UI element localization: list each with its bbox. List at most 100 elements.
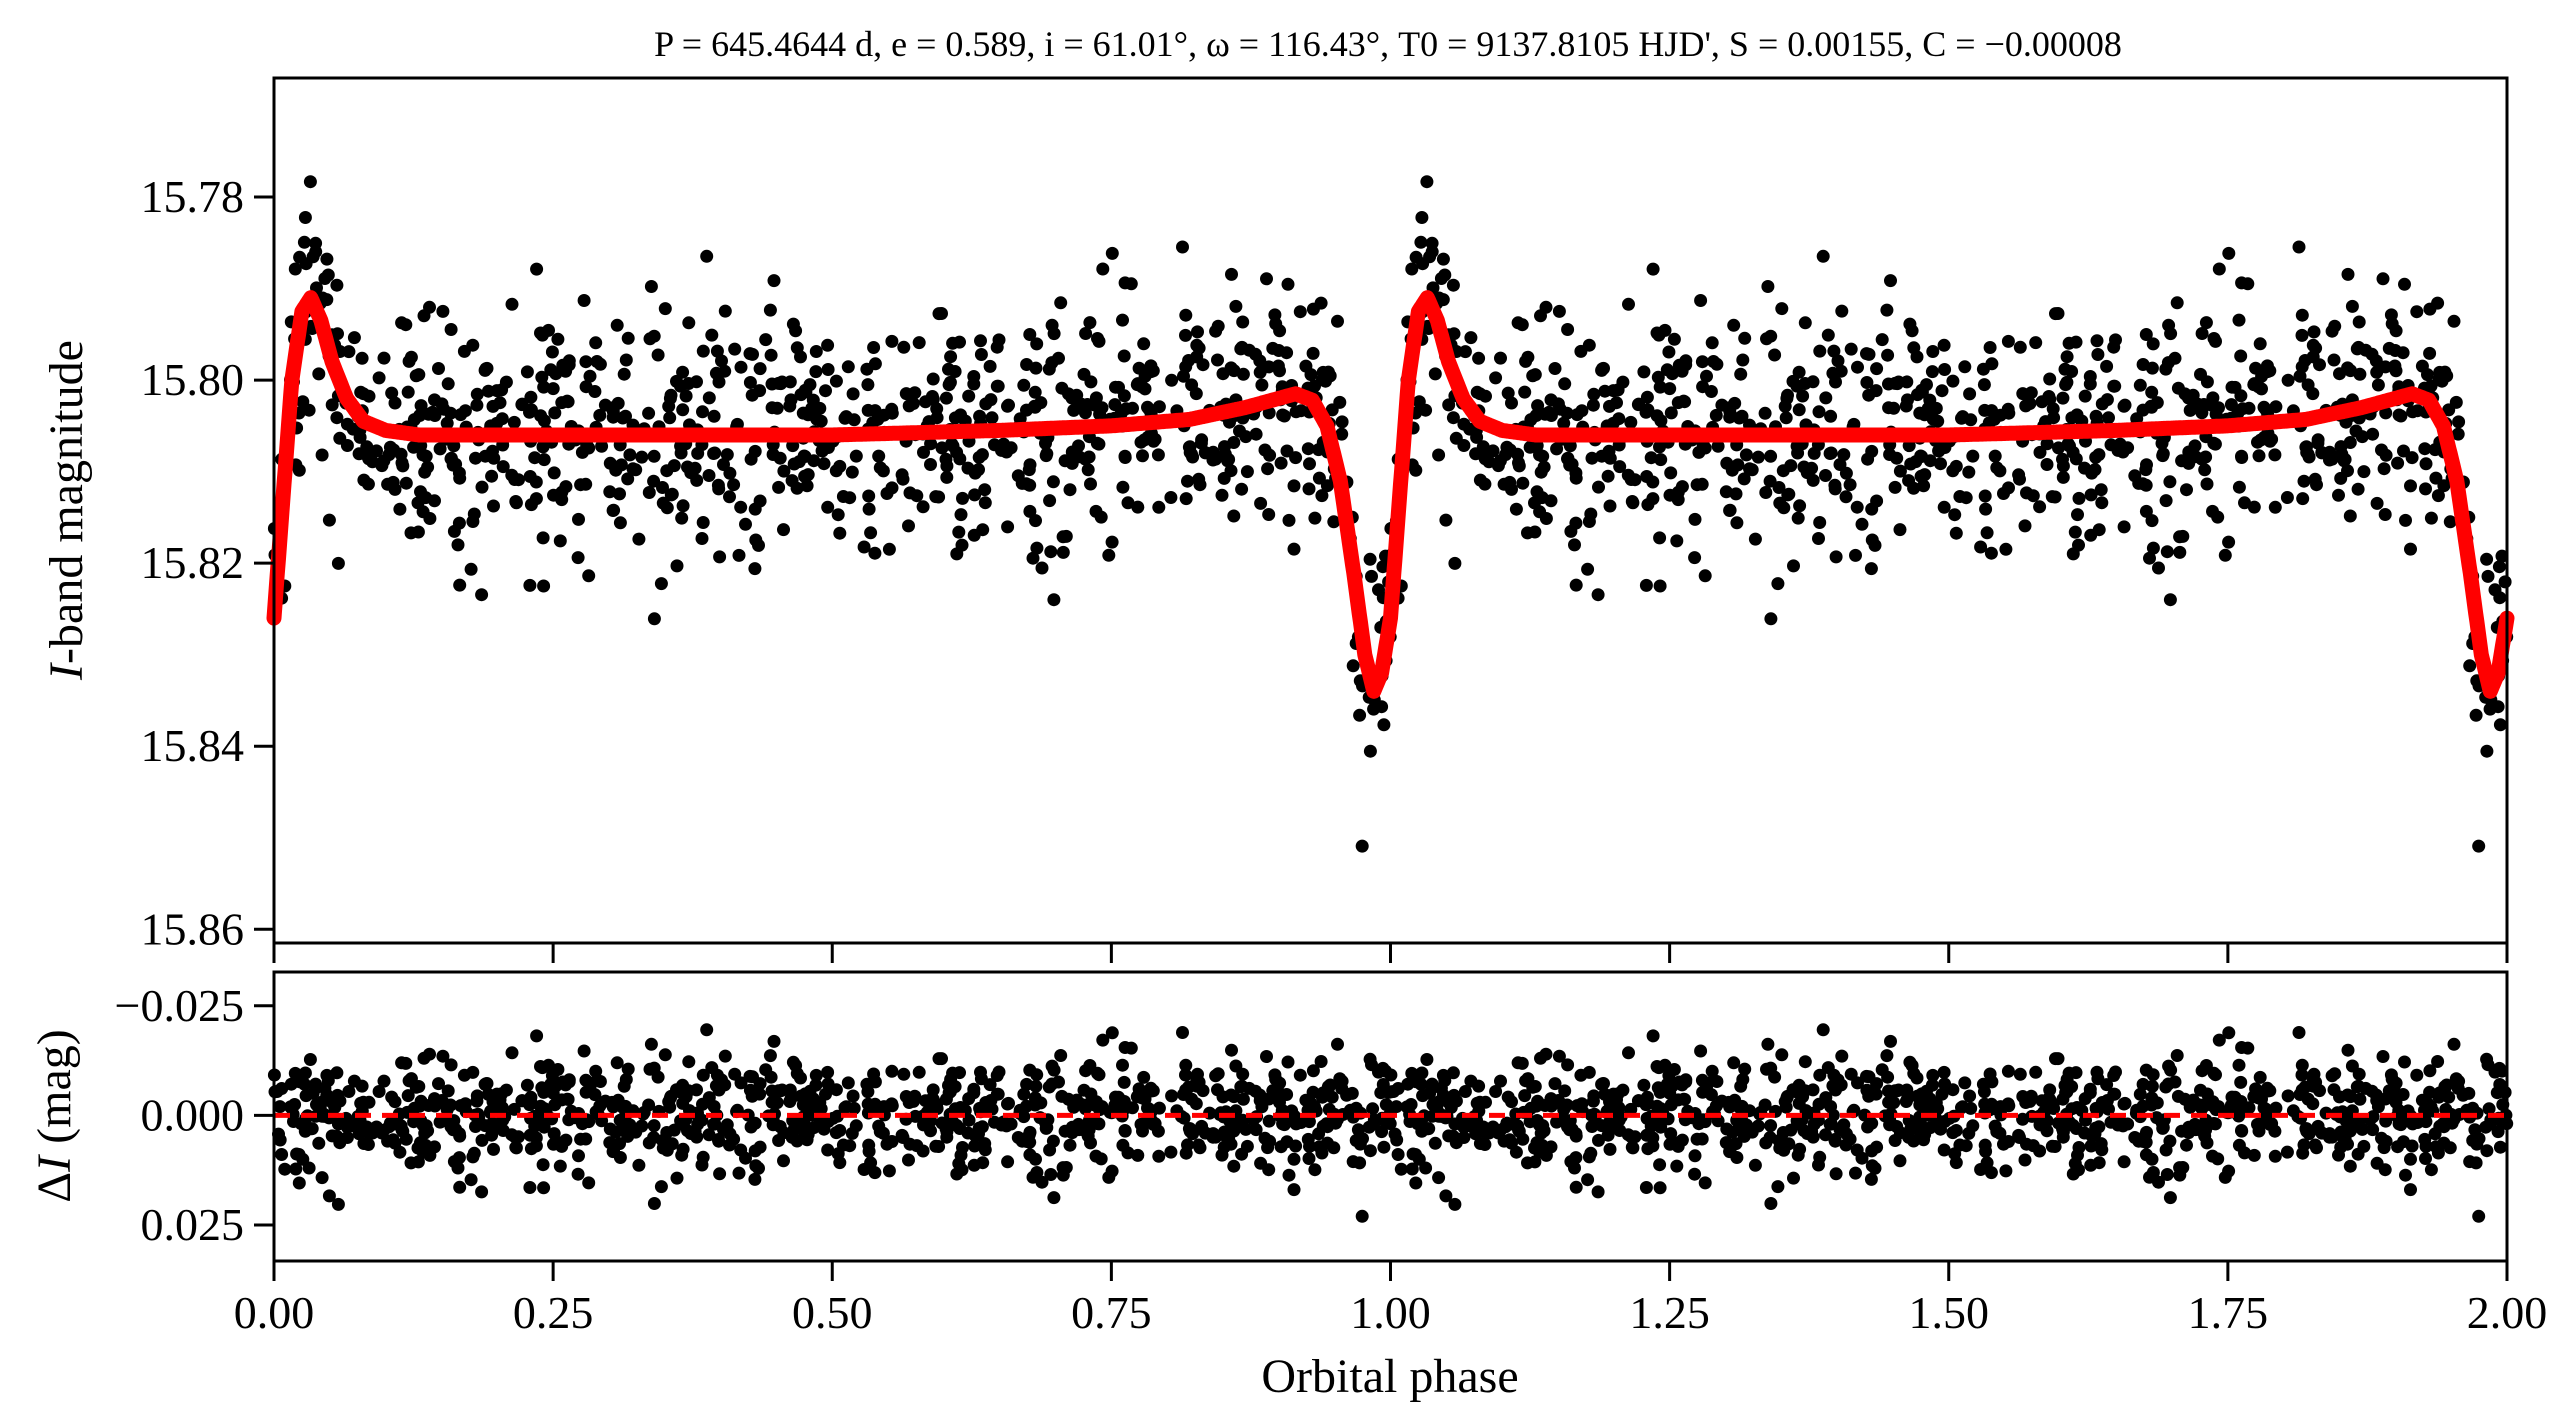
observation-point (885, 406, 899, 420)
observation-point (626, 462, 640, 476)
residual-point (1262, 1163, 1276, 1177)
residual-point (2084, 1139, 2098, 1153)
residual-point (1315, 1146, 1329, 1160)
residual-point (926, 1083, 940, 1097)
observation-point (1723, 503, 1737, 517)
observation-point (1586, 398, 1600, 412)
observation-point (2188, 397, 2202, 411)
residual-point (1883, 1113, 1897, 1127)
observation-point (2033, 445, 2047, 459)
observation-point (2146, 337, 2160, 351)
top-y-axis-label: I-band magnitude (40, 340, 93, 681)
observation-point (972, 463, 985, 477)
observation-point (790, 481, 804, 495)
observation-point (943, 375, 957, 389)
residual-point (1105, 1164, 1119, 1178)
residual-point (1428, 1136, 1442, 1150)
observation-point (2029, 336, 2043, 350)
observation-point (2234, 389, 2248, 403)
observation-point (807, 454, 821, 468)
observation-point (2344, 364, 2357, 378)
residual-point (1390, 1133, 1404, 1147)
residual-point (1561, 1058, 1575, 1072)
residual-point (713, 1167, 727, 1181)
observation-point (973, 409, 987, 423)
observation-point (1839, 466, 1853, 480)
residual-point (2066, 1118, 2080, 1132)
residual-point (1189, 1097, 1203, 1111)
residual-point (1105, 1026, 1119, 1040)
residual-point (2398, 1055, 2411, 1069)
observation-point (885, 334, 899, 348)
residual-point (1679, 1075, 1693, 1089)
observation-point (753, 384, 767, 398)
residual-point (1855, 1151, 1869, 1165)
residual-point (2366, 1123, 2380, 1137)
observation-point (1420, 175, 1434, 189)
observation-point (1151, 448, 1165, 462)
observation-point (399, 476, 413, 490)
observation-point (2109, 333, 2122, 347)
residual-point (2296, 1146, 2310, 1160)
residual-point (1235, 1147, 1249, 1161)
observation-point (2159, 362, 2173, 376)
residual-point (906, 1094, 920, 1108)
observation-point (2385, 317, 2399, 331)
observation-point (331, 556, 345, 570)
observation-point (676, 365, 690, 379)
residual-point (1165, 1089, 1179, 1103)
residual-point (2431, 1146, 2445, 1160)
residual-point (739, 1151, 752, 1165)
observation-point (674, 379, 687, 393)
observation-point (395, 456, 409, 470)
observation-point (718, 304, 732, 318)
residual-point (589, 1064, 603, 1078)
observation-point (763, 303, 777, 317)
observation-point (1907, 341, 1921, 355)
residual-point (1988, 1119, 2002, 1133)
residual-point (361, 1138, 375, 1151)
observation-point (370, 444, 383, 458)
residual-point (2334, 1125, 2348, 1139)
residual-point (2140, 1125, 2153, 1139)
residual-point (1903, 1055, 1917, 1069)
observation-point (1568, 538, 1581, 552)
observation-point (562, 358, 576, 372)
observation-point (950, 445, 964, 459)
residual-point (1387, 1085, 1401, 1098)
observation-point (809, 345, 823, 358)
observation-point (2163, 475, 2177, 489)
residual-point (617, 1079, 631, 1093)
observation-point (1035, 561, 1049, 575)
observation-point (1269, 317, 1283, 331)
residual-point (665, 1137, 679, 1151)
observation-point (1694, 294, 1708, 307)
residual-point (1072, 1097, 1086, 1111)
observation-point (1670, 534, 1684, 548)
residual-point (991, 1087, 1005, 1101)
observation-point (320, 252, 334, 266)
observation-point (925, 390, 939, 403)
residual-point (2113, 1115, 2127, 1129)
observation-point (423, 300, 436, 314)
residual-point (1415, 1124, 1429, 1138)
residual-point (2222, 1026, 2236, 1040)
residual-point (2195, 1064, 2209, 1078)
residual-point (2298, 1080, 2312, 1094)
observation-point (910, 489, 924, 503)
observation-point (1759, 486, 1773, 499)
observation-point (1011, 469, 1025, 483)
residual-point (1117, 1075, 1131, 1089)
observation-point (393, 502, 407, 516)
observation-point (1528, 496, 1541, 510)
observation-point (2159, 494, 2173, 508)
observation-point (2480, 744, 2494, 758)
residual-point (1591, 1185, 1605, 1199)
residual-point (2001, 1064, 2015, 1078)
observation-point (2341, 267, 2355, 281)
residual-point (1269, 1072, 1283, 1086)
observation-point (1823, 447, 1837, 460)
observation-point (2238, 496, 2251, 510)
observation-point (1798, 316, 1812, 330)
residual-point (1710, 1075, 1724, 1088)
